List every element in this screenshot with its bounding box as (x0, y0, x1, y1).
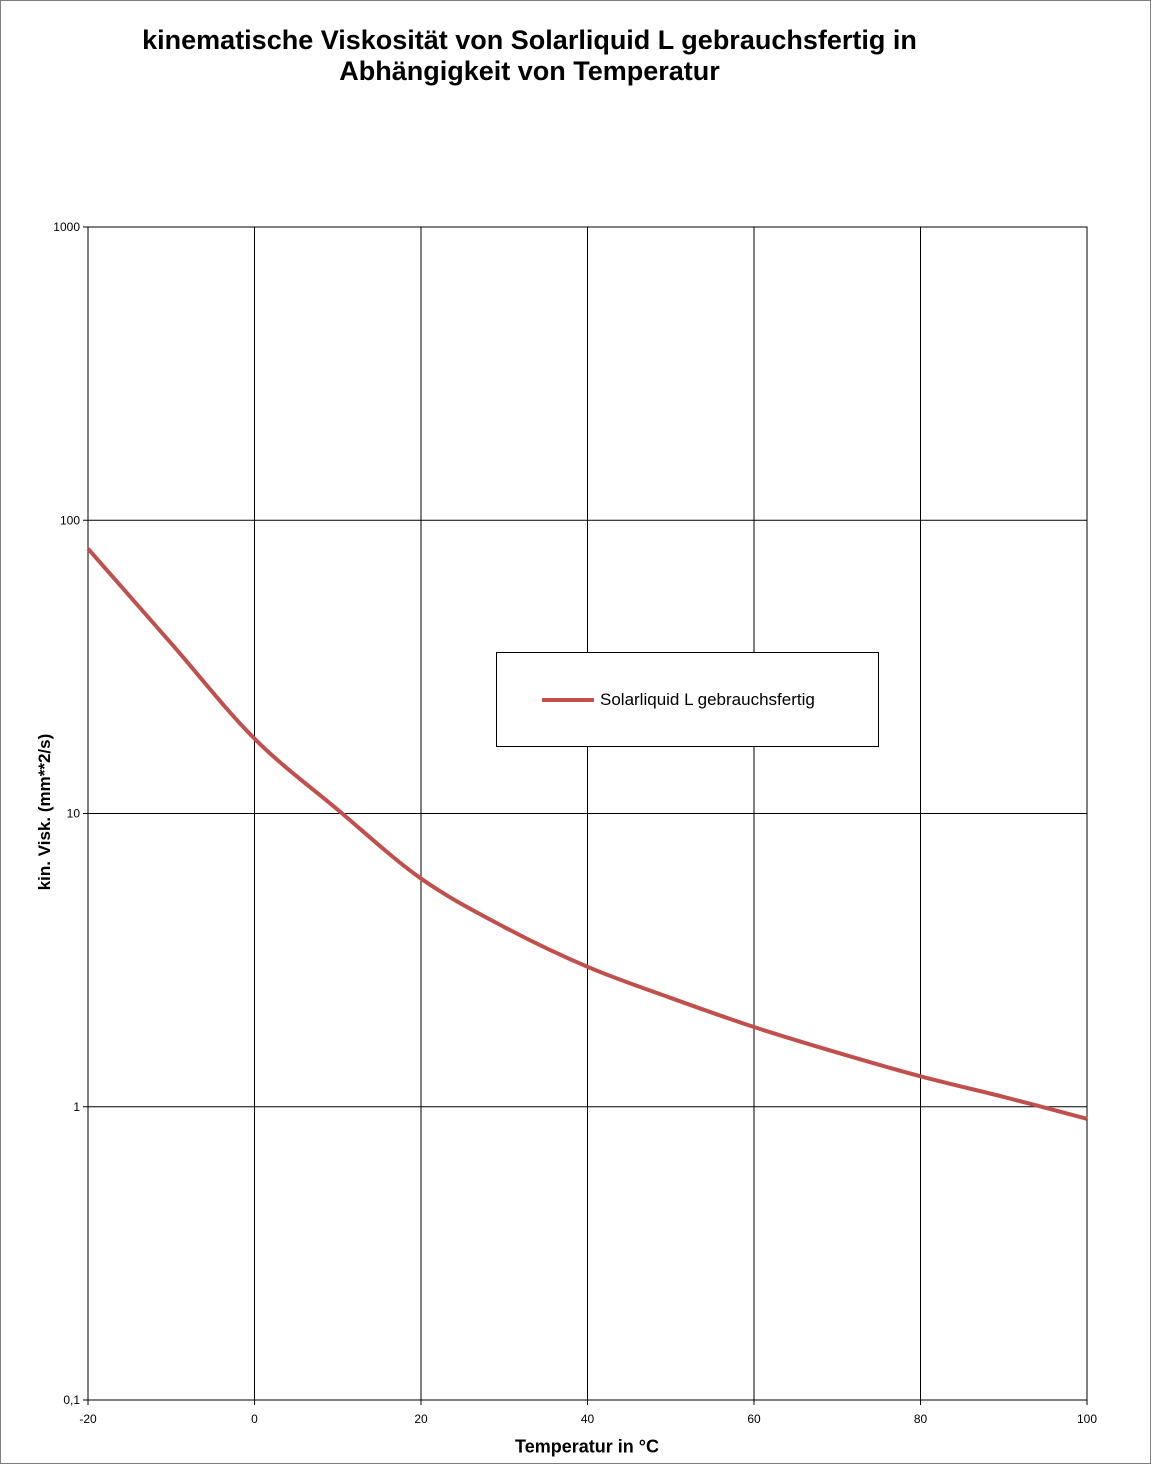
y-tick-label: 10 (67, 807, 81, 821)
x-axis-label: Temperatur in °C (515, 1436, 659, 1457)
x-tick-label: 40 (581, 1412, 595, 1426)
y-tick-label: 0,1 (63, 1393, 80, 1407)
x-tick-label: 60 (747, 1412, 761, 1426)
y-tick-label: 100 (60, 513, 80, 527)
y-axis-label: kin. Visk. (mm**2/s) (35, 733, 54, 891)
y-tick-label: 1000 (53, 220, 80, 234)
x-tick-label: 100 (1077, 1412, 1097, 1426)
y-tick-label: 1 (73, 1100, 80, 1114)
legend-series-label: Solarliquid L gebrauchsfertig (600, 690, 815, 709)
x-tick-label: -20 (79, 1412, 97, 1426)
x-tick-label: 0 (251, 1412, 258, 1426)
series-line (86, 547, 1088, 1121)
legend-series-swatch (542, 698, 594, 702)
chart-title: kinematische Viskosität von Solarliquid … (142, 25, 917, 86)
x-tick-label: 20 (414, 1412, 428, 1426)
legend: Solarliquid L gebrauchsfertig (496, 652, 879, 747)
x-tick-label: 80 (914, 1412, 928, 1426)
